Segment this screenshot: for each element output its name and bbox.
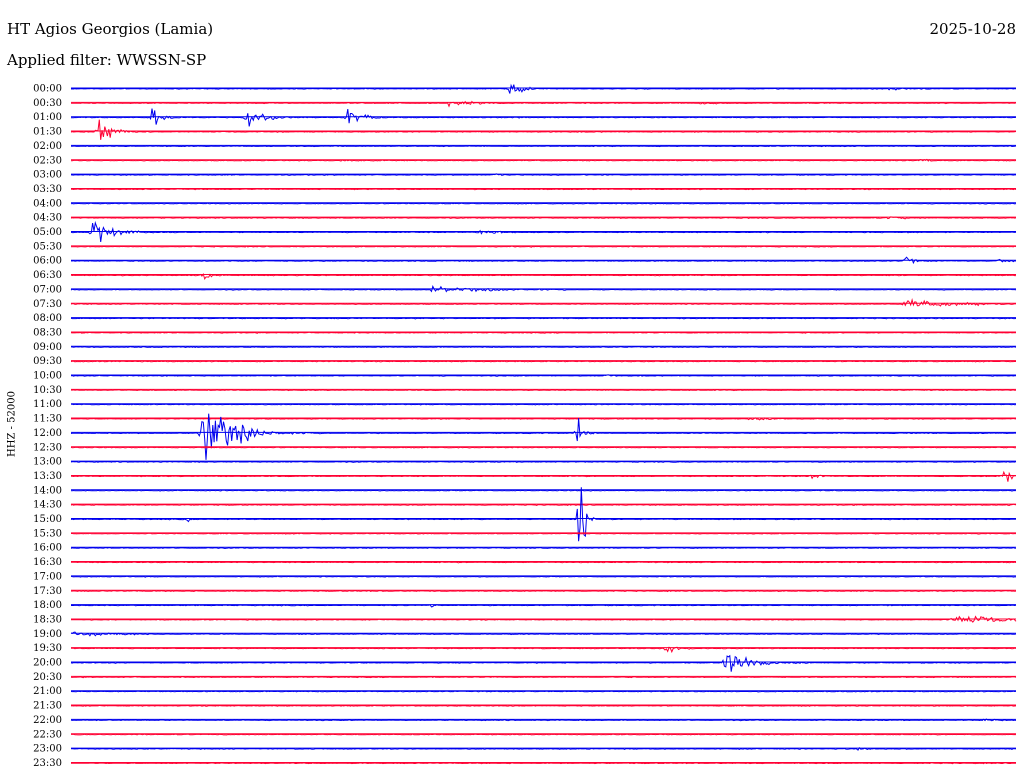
row-time-label: 19:30 [33, 643, 62, 654]
row-time-label: 01:00 [33, 112, 62, 123]
trace-line [70, 403, 1017, 406]
trace-line [70, 460, 1017, 463]
trace-line [71, 615, 1017, 623]
trace-line [70, 690, 1017, 693]
trace-line [71, 589, 1017, 593]
row-time-label: 04:00 [33, 198, 62, 209]
trace-line [71, 733, 1017, 736]
trace-line [70, 360, 1017, 363]
row-time-label: 17:00 [33, 571, 62, 582]
station-title: HT Agios Georgios (Lamia) [7, 20, 214, 38]
trace-line [70, 220, 1017, 242]
row-time-label: 11:00 [33, 399, 62, 410]
row-time-label: 16:00 [33, 543, 62, 554]
trace-line [71, 158, 1017, 162]
trace-line [71, 108, 1017, 127]
trace-line [70, 676, 1017, 679]
row-time-label: 08:00 [33, 313, 62, 324]
trace-line [70, 704, 1017, 707]
row-time-label: 22:00 [33, 715, 62, 726]
trace-line [70, 470, 1017, 482]
trace-line [71, 746, 1017, 751]
row-time-label: 18:00 [33, 600, 62, 611]
row-time-label: 00:00 [33, 84, 62, 95]
trace-line [70, 202, 1017, 205]
row-time-label: 20:00 [33, 658, 62, 669]
trace-line [71, 145, 1017, 148]
row-time-label: 14:30 [33, 500, 62, 511]
row-time-label: 20:30 [33, 672, 62, 683]
trace-line [70, 503, 1017, 507]
row-time-label: 15:00 [33, 514, 62, 525]
row-time-label: 21:30 [33, 701, 62, 712]
row-time-label: 04:30 [33, 213, 62, 224]
row-time-label: 19:00 [33, 629, 62, 640]
row-time-label: 07:30 [33, 299, 62, 310]
trace-line [70, 654, 1017, 672]
row-time-label: 03:30 [33, 184, 62, 195]
row-time-label: 16:30 [33, 557, 62, 568]
row-time-label: 13:30 [33, 471, 62, 482]
row-time-label: 14:00 [33, 485, 62, 496]
trace-line [70, 489, 1017, 492]
row-time-label: 01:30 [33, 127, 62, 138]
row-time-label: 09:00 [33, 342, 62, 353]
row-time-label: 12:00 [33, 428, 62, 439]
row-time-label: 21:00 [33, 686, 62, 697]
trace-line [70, 119, 1017, 140]
row-time-label: 00:30 [33, 98, 62, 109]
trace-line [71, 646, 1017, 654]
trace-line [70, 188, 1017, 191]
trace-line [70, 575, 1016, 578]
trace-line [70, 317, 1017, 320]
row-time-label: 12:30 [33, 442, 62, 453]
row-time-label: 07:00 [33, 284, 62, 295]
trace-line [71, 256, 1017, 265]
row-time-label: 06:00 [33, 256, 62, 267]
row-time-label: 05:30 [33, 241, 62, 252]
filter-label: Applied filter: WWSSN-SP [7, 51, 207, 69]
row-time-label: 15:30 [33, 528, 62, 539]
trace-line [70, 487, 1017, 542]
row-time-label: 10:30 [33, 385, 62, 396]
trace-line [70, 413, 1017, 460]
row-time-label: 09:30 [33, 356, 62, 367]
trace-line [71, 604, 1017, 608]
trace-line [70, 245, 1017, 248]
row-time-label: 23:30 [33, 758, 62, 769]
row-time-label: 08:30 [33, 327, 62, 338]
row-time-label: 22:30 [33, 729, 62, 740]
row-time-label: 11:30 [33, 414, 62, 425]
trace-line [70, 547, 1017, 550]
row-time-label: 17:30 [33, 586, 62, 597]
trace-line [70, 100, 1017, 108]
trace-line [70, 561, 1017, 564]
trace-line [70, 417, 1017, 421]
row-time-label: 02:30 [33, 155, 62, 166]
row-time-label: 06:30 [33, 270, 62, 281]
trace-line [70, 631, 1017, 637]
trace-line [71, 389, 1016, 392]
row-time-label: 13:00 [33, 457, 62, 468]
row-time-label: 18:30 [33, 614, 62, 625]
date-label: 2025-10-28 [929, 20, 1016, 38]
trace-line [70, 331, 1016, 334]
trace-line [70, 297, 1017, 307]
row-time-label: 03:00 [33, 170, 62, 181]
trace-line [70, 718, 1017, 722]
row-time-label: 23:00 [33, 744, 62, 755]
trace-line [70, 272, 1016, 281]
row-time-label: 02:00 [33, 141, 62, 152]
row-time-label: 10:00 [33, 371, 62, 382]
trace-line [70, 374, 1016, 377]
trace-line [70, 446, 1016, 449]
row-time-label: 05:00 [33, 227, 62, 238]
trace-line [70, 762, 1016, 765]
trace-line [70, 83, 1017, 94]
trace-line [70, 173, 1016, 176]
